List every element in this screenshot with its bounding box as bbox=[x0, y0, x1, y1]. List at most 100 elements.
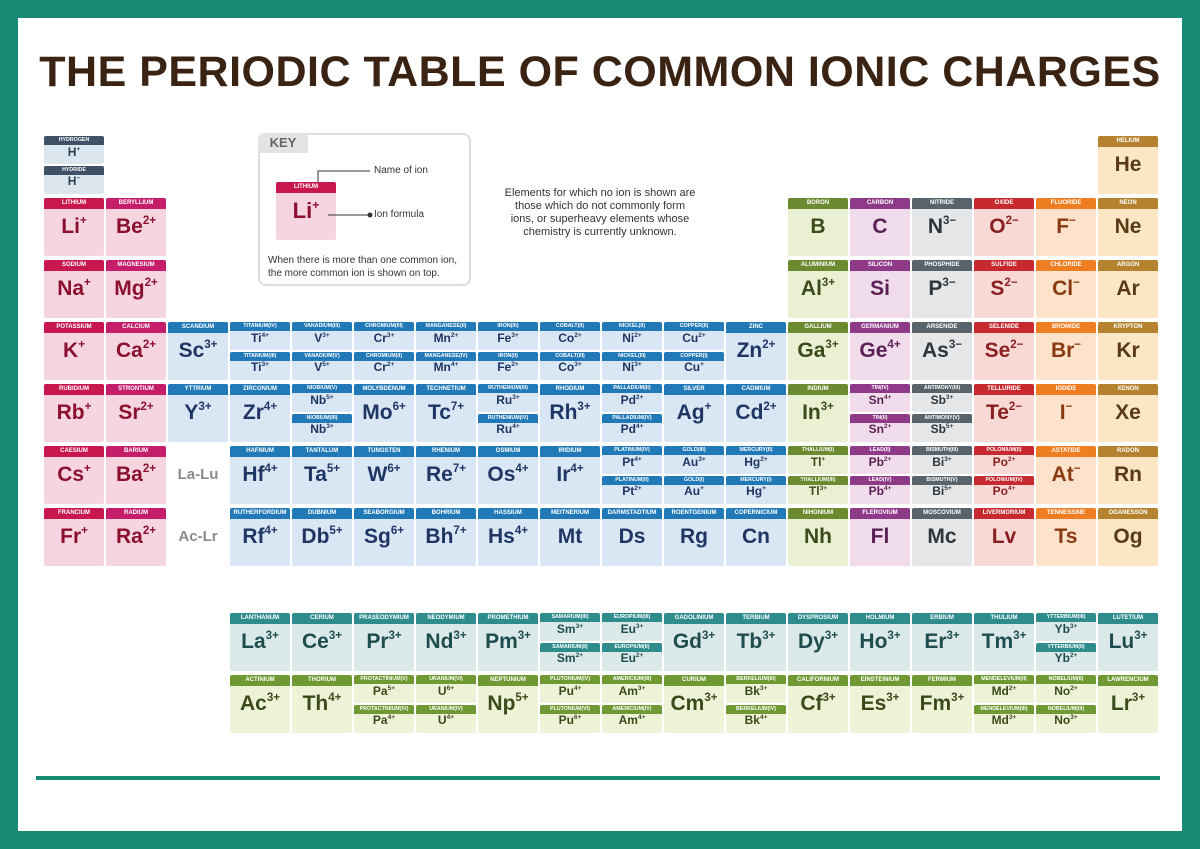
ion-formula: La3+ bbox=[230, 630, 290, 654]
ion-symbol: Si bbox=[870, 277, 890, 300]
ion-name: LEAD(II) bbox=[850, 446, 910, 455]
ion-symbol: Pb bbox=[868, 455, 884, 469]
ion-charge: − bbox=[1065, 401, 1073, 414]
ion-symbol: N bbox=[927, 215, 943, 238]
ion-name: TENNESSINE bbox=[1036, 508, 1096, 519]
ion-symbol: Na bbox=[57, 277, 85, 300]
ion-symbol: C bbox=[872, 215, 888, 238]
ion-formula: I− bbox=[1036, 401, 1096, 425]
ion-name: DYSPROSIUM bbox=[788, 613, 848, 624]
ion-formula: Lr3+ bbox=[1098, 692, 1158, 716]
ion-name: THULIUM bbox=[974, 613, 1034, 624]
key-sample-formula: Li+ bbox=[276, 198, 336, 224]
ion-name: BISMUTH(III) bbox=[912, 446, 972, 455]
ion-charge: 3+ bbox=[759, 685, 768, 693]
ion-name: RHODIUM bbox=[540, 384, 600, 395]
ion-charge: 2+ bbox=[1007, 456, 1016, 464]
ion-name: NIOBIUM(V) bbox=[292, 384, 352, 393]
ion-name: PALLADIUM(IV) bbox=[602, 414, 662, 423]
ion-name: BARIUM bbox=[106, 446, 166, 457]
ion-name: NEPTUNIUM bbox=[478, 675, 538, 686]
ion-name: URANIUM(IV) bbox=[416, 705, 476, 714]
ion-symbol: Ts bbox=[1054, 525, 1078, 548]
ion-symbol: Mo bbox=[362, 401, 393, 424]
ion-name: EUROPIUM(III) bbox=[602, 613, 662, 622]
ion-name: BERKELIUM(III) bbox=[726, 675, 786, 684]
ion-name: THALLIUM(III) bbox=[788, 476, 848, 485]
element-cell: HELIUM He bbox=[1098, 136, 1158, 194]
ion-formula: Ar bbox=[1098, 277, 1158, 301]
title: THE PERIODIC TABLE OF COMMON IONIC CHARG… bbox=[39, 48, 1161, 96]
ion-symbol: Fr bbox=[60, 525, 82, 548]
ion-formula: Hg+ bbox=[726, 484, 786, 498]
ion-charge: 3+ bbox=[326, 423, 334, 431]
side-note-line: chemistry is currently unknown. bbox=[523, 226, 677, 238]
ion-charge: 3+ bbox=[1069, 623, 1078, 631]
ion-formula: Se2− bbox=[974, 339, 1034, 363]
ion-formula: Na+ bbox=[44, 277, 104, 301]
ion-formula: B bbox=[788, 215, 848, 239]
ion-formula: Tl3+ bbox=[788, 484, 848, 498]
ion-symbol: Cu bbox=[682, 331, 699, 345]
ion-charge: 2+ bbox=[1069, 652, 1078, 660]
ion-formula: Db5+ bbox=[292, 525, 352, 549]
ion-charge: 2+ bbox=[698, 332, 706, 340]
ion-name: TIN(IV) bbox=[850, 384, 910, 393]
ion-symbol: Ce bbox=[301, 630, 329, 653]
element-cell: Ac-Lr bbox=[168, 508, 228, 566]
element-cell: PROMETHIUM Pm3+ bbox=[478, 613, 538, 671]
ion-symbol: Kr bbox=[1116, 339, 1140, 362]
ion-symbol: Bk bbox=[744, 713, 760, 727]
ion-name: THALLIUM(I) bbox=[788, 446, 848, 455]
ion-name: MENDELEVIUM(II) bbox=[974, 675, 1034, 684]
ion-symbol: Ac bbox=[239, 692, 267, 715]
series-label: La-Lu bbox=[177, 466, 219, 483]
ion-charge: 3+ bbox=[698, 456, 706, 464]
element-cell: PHOSPHIDE P3− bbox=[912, 260, 972, 318]
ion-name: YTTERBIUM(III) bbox=[1036, 613, 1096, 622]
element-cell: SODIUM Na+ bbox=[44, 260, 104, 318]
ion-name: YTTERBIUM(II) bbox=[1036, 643, 1096, 652]
ion-name: TITANIUM(III) bbox=[230, 352, 290, 361]
ion-symbol: Tm bbox=[981, 630, 1014, 653]
ion-formula: Cr3+ bbox=[354, 331, 414, 345]
element-cell: ASTATIDE At− bbox=[1036, 446, 1096, 504]
ion-symbol: Pt bbox=[622, 455, 635, 469]
ion-formula: Np5+ bbox=[478, 692, 538, 716]
ion-charge: 3+ bbox=[512, 394, 520, 402]
ion-symbol: Ne bbox=[1114, 215, 1142, 238]
key-note-line: When there is more than one common ion, bbox=[268, 255, 457, 266]
side-note: Elements for which no ion is shown are t… bbox=[450, 187, 750, 239]
ion-symbol: Pb bbox=[868, 484, 884, 498]
ion-symbol: Os bbox=[487, 463, 516, 486]
ion-symbol: Am bbox=[618, 684, 638, 698]
element-cell: TIN(IV) Sn4+ TIN(II) Sn2+ bbox=[850, 384, 910, 442]
ion-symbol: At bbox=[1051, 463, 1074, 486]
ion-charge: 2+ bbox=[142, 215, 157, 228]
ion-name: PALLADIUM(II) bbox=[602, 384, 662, 393]
ion-name: RHENIUM bbox=[416, 446, 476, 457]
element-cell: MOLYBDENUM Mo6+ bbox=[354, 384, 414, 442]
ion-symbol: Ta bbox=[303, 463, 327, 486]
element-cell: RUTHENIUM(III) Ru3+ RUTHENIUM(IV) Ru4+ bbox=[478, 384, 538, 442]
ion-formula: Co3+ bbox=[540, 360, 600, 374]
ion-symbol: Re bbox=[425, 463, 453, 486]
element-cell: TERBIUM Tb3+ bbox=[726, 613, 786, 671]
ion-name: RUBIDIUM bbox=[44, 384, 104, 395]
ion-formula: Rh3+ bbox=[540, 401, 600, 425]
ion-charge: 4+ bbox=[515, 463, 529, 476]
ion-charge: 5+ bbox=[515, 692, 529, 705]
ion-charge: 4+ bbox=[264, 463, 278, 476]
element-cell: IRIDIUM Ir4+ bbox=[540, 446, 600, 504]
ion-symbol: W bbox=[367, 463, 388, 486]
ion-charge: 4+ bbox=[512, 423, 520, 431]
ion-charge: 3+ bbox=[822, 692, 836, 705]
ion-formula: Am4+ bbox=[602, 713, 662, 727]
element-cell: YTTRIUM Y3+ bbox=[168, 384, 228, 442]
ion-formula: Sg6+ bbox=[354, 525, 414, 549]
ion-formula: Ds bbox=[602, 525, 662, 549]
ion-charge: 3+ bbox=[517, 630, 531, 643]
ion-symbol: Co bbox=[558, 360, 575, 374]
element-cell: VANADIUM(III) V3+ VANADIUM(V) V5+ bbox=[292, 322, 352, 380]
ion-name: NOBELIUM(III) bbox=[1036, 705, 1096, 714]
